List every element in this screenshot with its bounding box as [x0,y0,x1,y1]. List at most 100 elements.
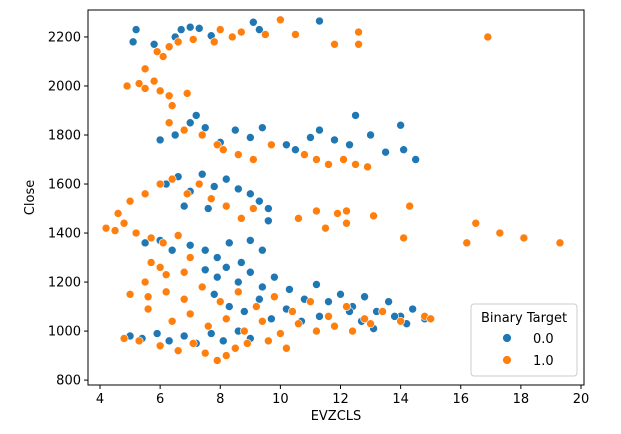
point-series-1-30 [234,150,243,159]
point-series-1-66 [119,218,129,228]
point-series-1-119 [282,343,291,353]
point-series-1-68 [146,233,156,243]
point-series-1-0 [152,47,162,56]
point-series-1-73 [155,263,165,272]
point-series-0-81 [315,312,324,321]
point-series-1-69 [158,238,168,248]
point-series-1-84 [252,302,261,311]
point-series-0-0 [128,37,138,47]
point-series-1-65 [110,226,120,235]
y-tick-label-0: 800 [56,374,81,389]
point-series-0-39 [246,189,255,199]
point-series-0-70 [384,297,393,306]
point-series-1-62 [519,233,529,243]
point-series-1-86 [288,307,297,316]
point-series-1-24 [182,89,192,98]
point-series-0-36 [209,182,219,191]
point-series-1-50 [294,214,303,223]
point-series-0-94 [206,329,216,338]
point-series-0-6 [194,24,204,33]
point-series-1-106 [348,326,357,336]
point-series-1-79 [161,287,171,297]
point-series-1-107 [366,319,375,329]
point-series-1-51 [312,206,321,216]
point-series-1-10 [276,15,285,25]
y-tick-label-5: 1800 [48,129,81,144]
point-series-1-9 [261,30,270,39]
point-series-0-68 [360,292,369,302]
point-series-1-56 [369,211,378,221]
point-series-1-80 [179,294,189,304]
point-series-0-22 [306,133,315,142]
point-series-0-38 [234,184,243,194]
point-series-0-17 [231,125,240,135]
point-series-1-101 [258,316,267,326]
point-series-1-85 [270,292,279,302]
point-series-1-45 [194,179,204,189]
y-tick-label-2: 1200 [48,276,81,291]
point-series-0-20 [282,140,291,150]
point-series-1-94 [426,314,435,324]
point-series-0-51 [224,238,234,248]
point-series-1-78 [143,292,153,302]
point-series-1-75 [179,267,189,277]
point-series-0-56 [212,272,222,282]
point-series-0-57 [221,263,231,272]
point-series-0-95 [218,336,228,346]
x-tick-label-0: 4 [96,392,104,407]
y-tick-label-6: 2000 [48,79,81,94]
point-series-0-25 [345,140,354,150]
point-series-0-44 [264,204,273,213]
point-series-1-82 [215,297,225,306]
point-series-1-103 [294,319,303,329]
point-series-1-61 [495,228,505,238]
point-series-1-59 [462,238,472,248]
point-series-0-27 [366,130,375,140]
x-tick-label-6: 16 [452,392,469,407]
point-series-1-112 [188,339,198,348]
point-series-1-76 [140,277,150,287]
point-series-1-44 [182,189,192,199]
point-series-0-4 [176,25,186,34]
point-series-0-12 [170,130,180,140]
point-series-1-58 [399,233,408,243]
points-layer [101,15,565,365]
point-series-0-90 [152,329,162,338]
point-series-1-16 [122,81,132,91]
y-tick-label-7: 2200 [48,30,81,45]
point-series-1-116 [231,343,240,353]
point-series-0-48 [185,240,195,250]
point-series-1-28 [212,140,222,150]
point-series-0-18 [246,133,255,142]
point-series-1-72 [146,258,156,267]
point-series-1-43 [167,174,177,184]
point-series-1-52 [321,223,330,233]
point-series-1-12 [330,40,339,49]
point-series-1-77 [125,290,135,299]
point-series-1-17 [134,79,144,88]
x-axis-label: EVZCLS [311,409,362,424]
legend: Binary Target 0.0 1.0 [470,303,578,377]
point-series-1-48 [237,214,246,223]
point-series-1-35 [324,160,333,169]
point-series-1-21 [155,86,165,96]
point-series-1-104 [312,326,321,336]
point-series-1-1 [158,52,168,61]
point-series-1-64 [101,223,111,233]
point-series-1-49 [249,204,258,213]
point-series-0-11 [155,135,165,145]
point-series-1-40 [125,196,135,206]
point-series-0-91 [164,336,174,346]
x-tick-label-4: 12 [332,392,349,407]
point-series-1-81 [197,282,207,292]
point-series-1-99 [221,314,231,324]
point-series-1-114 [212,356,222,365]
point-series-0-59 [246,267,255,277]
point-series-1-100 [240,326,249,336]
point-series-1-115 [221,351,231,360]
point-series-1-54 [342,206,351,216]
point-series-0-61 [270,272,279,282]
point-series-0-21 [291,145,300,155]
point-series-1-60 [471,218,481,228]
